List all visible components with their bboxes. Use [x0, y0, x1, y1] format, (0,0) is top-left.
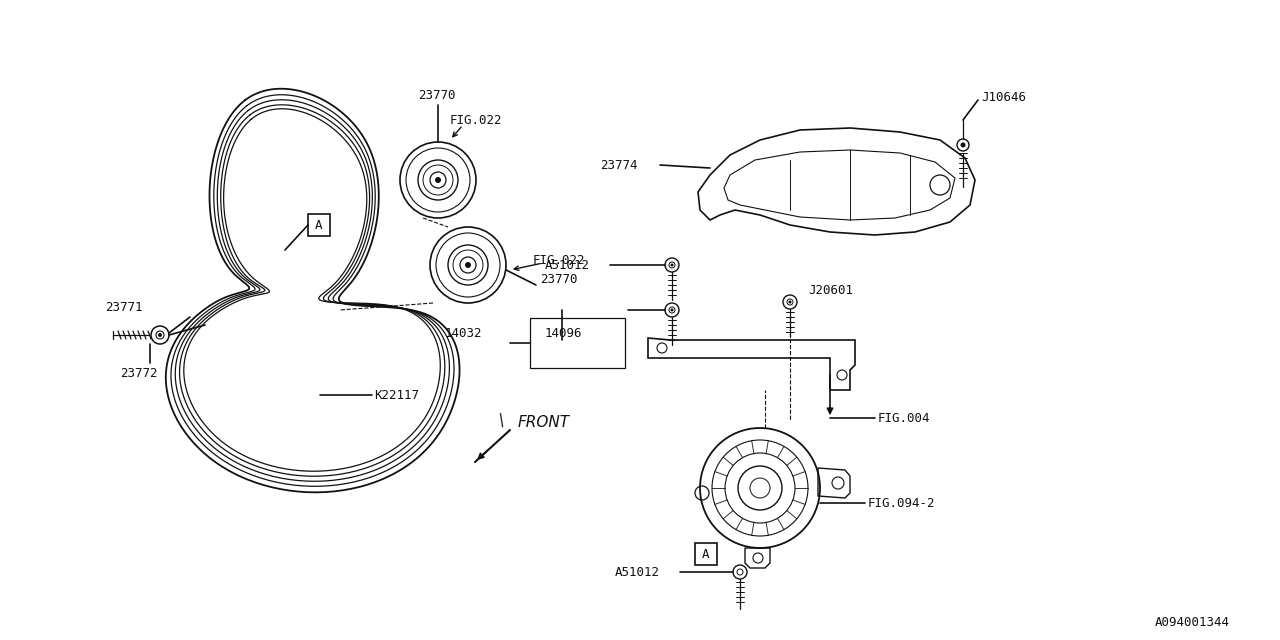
Text: 23770: 23770 — [419, 88, 456, 102]
Text: FIG.004: FIG.004 — [878, 412, 931, 424]
Text: A51012: A51012 — [545, 259, 590, 271]
Text: A094001344: A094001344 — [1155, 616, 1230, 628]
Text: FIG.022: FIG.022 — [532, 253, 585, 266]
Text: 14032: 14032 — [445, 326, 483, 339]
FancyBboxPatch shape — [695, 543, 717, 565]
Circle shape — [960, 143, 965, 147]
Text: A: A — [315, 218, 323, 232]
Text: FIG.094-2: FIG.094-2 — [868, 497, 936, 509]
Bar — [530, 318, 625, 368]
Text: J20601: J20601 — [808, 284, 852, 296]
Text: /: / — [495, 414, 508, 429]
Circle shape — [157, 333, 163, 337]
Text: A51012: A51012 — [614, 566, 660, 579]
Text: 14096: 14096 — [545, 326, 582, 339]
Text: 23771: 23771 — [105, 301, 142, 314]
Circle shape — [671, 264, 673, 266]
FancyBboxPatch shape — [308, 214, 330, 236]
Text: 23772: 23772 — [120, 367, 157, 380]
Circle shape — [435, 177, 442, 183]
Text: K22117: K22117 — [374, 388, 419, 401]
Text: A: A — [703, 547, 709, 561]
Circle shape — [465, 262, 471, 268]
Text: FIG.022: FIG.022 — [451, 113, 503, 127]
Text: 23774: 23774 — [600, 159, 637, 172]
Text: J10646: J10646 — [980, 90, 1027, 104]
Text: 23770: 23770 — [540, 273, 577, 285]
Text: FRONT: FRONT — [518, 415, 570, 429]
Circle shape — [671, 308, 673, 312]
Circle shape — [788, 301, 791, 303]
